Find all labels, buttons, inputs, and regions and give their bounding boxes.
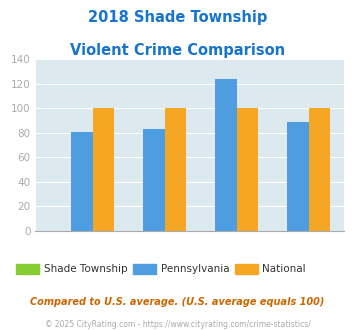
- Bar: [287, 122, 309, 231]
- Legend: Shade Township, Pennsylvania, National: Shade Township, Pennsylvania, National: [12, 260, 310, 279]
- Text: Compared to U.S. average. (U.S. average equals 100): Compared to U.S. average. (U.S. average …: [30, 297, 325, 307]
- Text: © 2025 CityRating.com - https://www.cityrating.com/crime-statistics/: © 2025 CityRating.com - https://www.city…: [45, 320, 310, 329]
- Text: 2018 Shade Township: 2018 Shade Township: [88, 10, 267, 25]
- Bar: [237, 109, 258, 231]
- Text: Violent Crime Comparison: Violent Crime Comparison: [70, 43, 285, 58]
- Bar: [309, 109, 330, 231]
- Bar: [165, 109, 186, 231]
- Bar: [215, 79, 237, 231]
- Bar: [143, 129, 165, 231]
- Bar: [71, 132, 93, 231]
- Bar: [93, 109, 114, 231]
